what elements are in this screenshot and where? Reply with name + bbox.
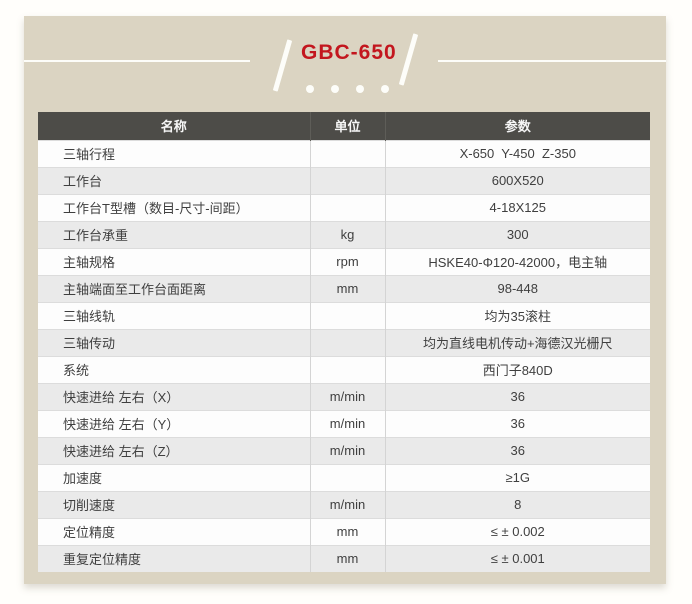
cell-name: 快速进给 左右（Z） [38,436,310,464]
cell-value: 4-18X125 [384,193,650,221]
cell-unit [309,328,385,356]
cell-value: ≤ ± 0.001 [384,544,650,572]
slash-decoration-right [398,33,419,86]
cell-value: 98-448 [384,274,650,302]
cell-unit: m/min [309,436,385,464]
table-row: 加速度 ≥1G [38,463,650,491]
cell-unit: kg [309,220,385,248]
cell-name: 加速度 [38,463,310,491]
cell-name: 定位精度 [38,517,310,545]
table-header-row: 名称 单位 参数 [38,112,650,140]
spec-table-body: 三轴行程 X-650 Y-450 Z-350 工作台 600X520 工作台T型槽（数目… [38,139,650,572]
cell-name: 快速进给 左右（Y） [38,409,310,437]
cell-unit: rpm [309,247,385,275]
cell-value: 均为35滚柱 [384,301,650,329]
table-row: 重复定位精度 mm ≤ ± 0.001 [38,544,650,572]
table-row: 快速进给 左右（Y） m/min 36 [38,409,650,437]
cell-value: ≤ ± 0.002 [384,517,650,545]
cell-value: ≥1G [384,463,650,491]
cell-unit [309,355,385,383]
table-row: 主轴端面至工作台面距离 mm 98-448 [38,274,650,302]
spec-card: GBC-650 名称 单位 参数 三轴行程 X-650 Y-450 Z-350 工作… [24,16,666,584]
table-row: 三轴线轨 均为35滚柱 [38,301,650,329]
title-divider-right [438,60,666,62]
cell-name: 重复定位精度 [38,544,310,572]
cell-value: 300 [384,220,650,248]
cell-unit: m/min [309,490,385,518]
cell-unit [309,301,385,329]
dot-icon [331,85,339,93]
cell-unit: m/min [309,382,385,410]
table-row: 快速进给 左右（X） m/min 36 [38,382,650,410]
cell-name: 主轴规格 [38,247,310,275]
cell-name: 系统 [38,355,310,383]
title-block: GBC-650 [24,16,666,112]
dot-icon [381,85,389,93]
cell-name: 工作台 [38,166,310,194]
table-row: 三轴传动 均为直线电机传动+海德汉光栅尺 [38,328,650,356]
cell-name: 三轴行程 [38,139,310,167]
table-row: 工作台 600X520 [38,166,650,194]
cell-value: 8 [384,490,650,518]
dot-icon [306,85,314,93]
cell-name: 工作台承重 [38,220,310,248]
cell-name: 快速进给 左右（X） [38,382,310,410]
cell-value: 均为直线电机传动+海德汉光栅尺 [384,328,650,356]
cell-name: 工作台T型槽（数目-尺寸-间距） [38,193,310,221]
cell-value: 36 [384,436,650,464]
cell-unit: m/min [309,409,385,437]
cell-unit [309,193,385,221]
table-row: 切削速度 m/min 8 [38,490,650,518]
cell-name: 三轴线轨 [38,301,310,329]
cell-value: HSKE40-Φ120-42000，电主轴 [384,247,650,275]
cell-name: 三轴传动 [38,328,310,356]
title-divider-left [24,60,250,62]
table-row: 三轴行程 X-650 Y-450 Z-350 [38,139,650,167]
cell-value: 西门子840D [384,355,650,383]
table-row: 定位精度 mm ≤ ± 0.002 [38,517,650,545]
model-title: GBC-650 [301,41,397,64]
cell-name: 主轴端面至工作台面距离 [38,274,310,302]
cell-name: 切削速度 [38,490,310,518]
column-header-unit: 单位 [309,112,385,140]
cell-value: 600X520 [384,166,650,194]
cell-value: X-650 Y-450 Z-350 [384,139,650,167]
cell-unit [309,139,385,167]
slash-decoration-left [272,39,293,92]
table-row: 工作台T型槽（数目-尺寸-间距） 4-18X125 [38,193,650,221]
dot-icon [356,85,364,93]
table-row: 工作台承重 kg 300 [38,220,650,248]
cell-unit: mm [309,274,385,302]
table-row: 快速进给 左右（Z） m/min 36 [38,436,650,464]
spec-table: 名称 单位 参数 三轴行程 X-650 Y-450 Z-350 工作台 600X520… [38,112,650,572]
title-dots-decoration [306,85,389,93]
cell-unit [309,463,385,491]
table-row: 系统 西门子840D [38,355,650,383]
column-header-name: 名称 [38,112,310,140]
cell-value: 36 [384,382,650,410]
column-header-value: 参数 [384,112,650,140]
cell-unit: mm [309,517,385,545]
cell-value: 36 [384,409,650,437]
cell-unit: mm [309,544,385,572]
table-row: 主轴规格 rpm HSKE40-Φ120-42000，电主轴 [38,247,650,275]
cell-unit [309,166,385,194]
